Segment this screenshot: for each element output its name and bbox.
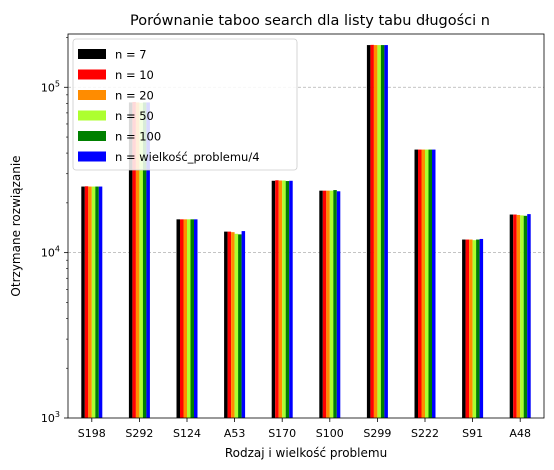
x-tick-label: S299 bbox=[363, 427, 391, 440]
bar bbox=[289, 180, 293, 418]
bar bbox=[336, 191, 341, 418]
bar bbox=[516, 214, 521, 418]
x-tick-label: A53 bbox=[224, 427, 246, 440]
bar bbox=[128, 102, 133, 419]
bar bbox=[513, 214, 517, 418]
legend-swatch bbox=[78, 49, 106, 59]
bar bbox=[421, 149, 425, 418]
bar bbox=[91, 186, 96, 418]
legend-label: n = 50 bbox=[115, 109, 154, 123]
legend-swatch bbox=[78, 110, 106, 121]
bar bbox=[271, 180, 276, 418]
bar bbox=[476, 239, 480, 418]
bar bbox=[414, 149, 418, 418]
bar bbox=[282, 180, 286, 418]
bar bbox=[472, 240, 477, 418]
legend-label: n = 10 bbox=[115, 68, 154, 82]
bars bbox=[81, 44, 531, 419]
legend-label: n = 7 bbox=[115, 48, 147, 62]
bar bbox=[224, 231, 228, 418]
bar bbox=[523, 215, 528, 418]
x-axis: S198 S292 S124 A53 S170 S100 S299 S222 S91 A48 bbox=[78, 418, 531, 440]
bar bbox=[520, 215, 524, 418]
x-tick-label: S170 bbox=[268, 427, 296, 440]
bar bbox=[370, 44, 374, 418]
x-tick-label: S292 bbox=[125, 427, 153, 440]
bar bbox=[366, 45, 371, 419]
legend-swatch bbox=[78, 90, 106, 100]
bar bbox=[373, 45, 378, 419]
bar bbox=[98, 186, 103, 418]
x-axis-label: Rodzaj i wielkość problemu bbox=[225, 446, 387, 460]
bar bbox=[84, 186, 89, 418]
y-axis: 103 104 105 bbox=[41, 37, 68, 425]
legend-swatch bbox=[78, 151, 106, 162]
bar bbox=[326, 190, 330, 418]
bar bbox=[227, 231, 232, 418]
bar bbox=[231, 232, 235, 418]
bar bbox=[241, 231, 246, 418]
y-axis-label: Otrzymane rozwiązanie bbox=[9, 155, 23, 296]
bar bbox=[176, 219, 180, 418]
legend-label: n = 100 bbox=[115, 130, 161, 144]
bar bbox=[88, 186, 92, 418]
bar bbox=[95, 186, 99, 418]
bar bbox=[380, 45, 385, 419]
bar bbox=[238, 234, 242, 418]
bar bbox=[180, 219, 184, 418]
bar bbox=[462, 239, 466, 418]
bar bbox=[377, 45, 381, 419]
bar bbox=[187, 219, 191, 418]
chart-title: Porównanie taboo search dla listy tabu d… bbox=[130, 13, 490, 29]
x-tick-label: A48 bbox=[509, 427, 531, 440]
bar bbox=[146, 102, 150, 419]
x-tick-label: S198 bbox=[78, 427, 106, 440]
y-tick-label: 105 bbox=[41, 79, 60, 94]
bar bbox=[428, 149, 432, 418]
legend-label: n = 20 bbox=[115, 89, 154, 103]
bar bbox=[322, 190, 327, 418]
y-tick-label: 104 bbox=[41, 245, 60, 260]
bar bbox=[465, 239, 470, 418]
bar bbox=[139, 102, 143, 419]
legend-swatch bbox=[78, 131, 106, 141]
bar bbox=[319, 190, 323, 418]
bar bbox=[190, 219, 194, 418]
bar bbox=[81, 186, 85, 418]
legend: n = 7 n = 10 n = 20 n = 50 n = 100 n = wielko… bbox=[72, 38, 298, 171]
legend-box bbox=[72, 38, 298, 171]
bar bbox=[285, 181, 290, 418]
bar bbox=[527, 214, 531, 418]
bar bbox=[469, 239, 473, 418]
bar bbox=[183, 219, 187, 418]
legend-swatch bbox=[78, 69, 106, 80]
bar bbox=[333, 190, 337, 418]
x-tick-label: S100 bbox=[316, 427, 344, 440]
bar bbox=[509, 214, 514, 418]
x-tick-label: S222 bbox=[411, 427, 439, 440]
bar bbox=[135, 102, 140, 419]
bar bbox=[234, 233, 239, 418]
x-tick-label: S124 bbox=[173, 427, 201, 440]
bar bbox=[278, 180, 283, 418]
bar bbox=[329, 190, 334, 418]
y-tick-label: 103 bbox=[41, 410, 60, 425]
legend-label: n = wielkość_problemu/4 bbox=[115, 150, 260, 164]
bar bbox=[425, 149, 429, 418]
bar bbox=[384, 45, 388, 419]
bar bbox=[132, 101, 136, 418]
x-tick-label: S91 bbox=[462, 427, 483, 440]
bar bbox=[275, 180, 279, 418]
bar bbox=[142, 102, 147, 419]
bar bbox=[418, 149, 422, 418]
bar bbox=[432, 149, 436, 418]
bar bbox=[479, 238, 484, 418]
plot-frame bbox=[67, 33, 545, 419]
bar bbox=[194, 219, 198, 418]
